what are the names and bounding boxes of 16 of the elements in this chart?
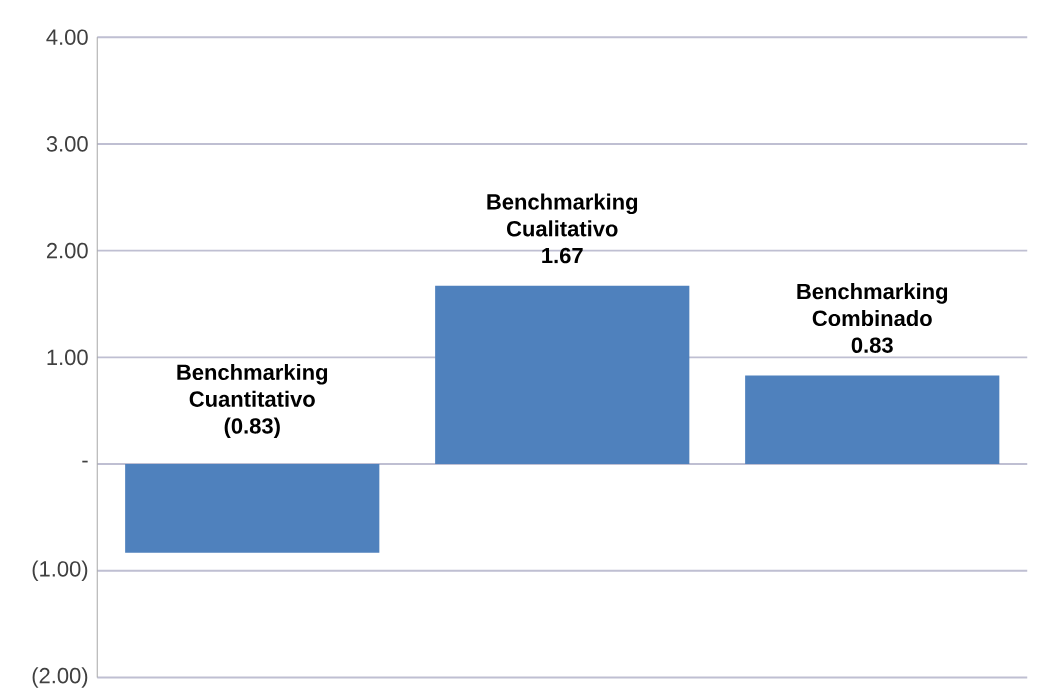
data-label: (0.83): [224, 417, 280, 439]
data-label: 0.83: [851, 337, 893, 354]
data-label: 1.67: [542, 247, 583, 264]
y-tick-label: -: [82, 460, 88, 463]
y-tick-label: (2.00): [32, 667, 88, 688]
bar: [745, 375, 1000, 465]
x-tick-label: Benchmarking Combinado: [797, 283, 948, 327]
bar: [435, 285, 690, 465]
x-tick-label: Benchmarking Cualitativo: [487, 193, 638, 237]
bar: [125, 464, 380, 553]
y-tick-label: 4.00: [46, 29, 88, 46]
y-tick-label: 3.00: [46, 136, 88, 152]
y-tick-label: 1.00: [47, 349, 88, 366]
y-tick-label: 2.00: [46, 242, 88, 259]
y-tick-label: (1.00): [32, 560, 88, 582]
x-tick-label: Benchmarking Cuantitativo: [177, 363, 328, 407]
